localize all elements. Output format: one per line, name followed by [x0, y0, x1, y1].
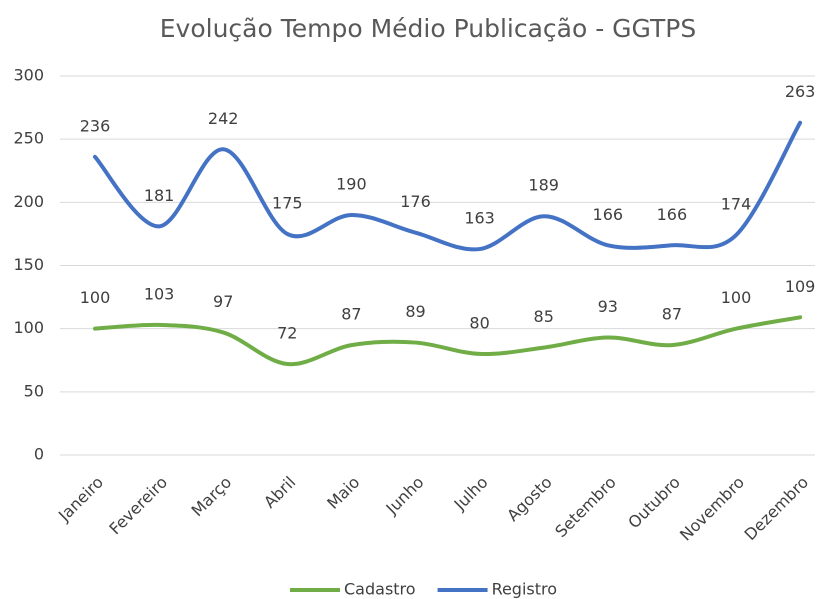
- x-tick-label: Novembro: [676, 473, 748, 545]
- x-tick-label: Junho: [382, 473, 428, 519]
- data-label: 100: [80, 288, 111, 307]
- y-tick-label: 200: [13, 192, 44, 211]
- line: [93, 315, 803, 367]
- data-label: 93: [598, 297, 618, 316]
- line: [93, 120, 803, 252]
- x-tick-label: Fevereiro: [105, 473, 171, 539]
- y-tick-label: 0: [34, 445, 44, 464]
- data-label: 176: [400, 192, 431, 211]
- data-label: 109: [785, 277, 816, 296]
- data-label: 242: [208, 109, 239, 128]
- data-label: 166: [593, 205, 624, 224]
- data-label: 103: [144, 284, 175, 303]
- data-label: 174: [721, 195, 752, 214]
- y-tick-label: 50: [24, 381, 44, 400]
- x-tick-label: Julho: [450, 473, 492, 515]
- legend-label: Registro: [492, 580, 557, 599]
- x-tick-label: Outubro: [624, 473, 684, 533]
- data-label: 85: [534, 307, 554, 326]
- y-tick-label: 100: [13, 318, 44, 337]
- data-label: 87: [341, 305, 361, 324]
- y-tick-label: 300: [13, 66, 44, 85]
- x-tick-label: Janeiro: [54, 473, 107, 526]
- data-label: 236: [80, 116, 111, 135]
- chart-title: Evolução Tempo Médio Publicação - GGTPS: [160, 14, 697, 43]
- y-tick-label: 150: [13, 255, 44, 274]
- data-label: 190: [336, 174, 367, 193]
- y-tick-label: 250: [13, 129, 44, 148]
- x-tick-label: Março: [188, 473, 236, 521]
- data-label: 87: [662, 305, 682, 324]
- data-label: 166: [657, 205, 688, 224]
- data-label: 181: [144, 186, 175, 205]
- data-label: 163: [464, 209, 495, 228]
- x-tick-label: Setembro: [551, 473, 620, 542]
- data-label: 263: [785, 82, 816, 101]
- data-label: 89: [405, 302, 425, 321]
- data-label: 100: [721, 288, 752, 307]
- data-label: 80: [469, 313, 489, 332]
- data-label: 189: [528, 176, 559, 195]
- data-label: 97: [213, 292, 233, 311]
- data-label: 175: [272, 193, 303, 212]
- x-tick-label: Maio: [323, 473, 363, 513]
- x-tick-label: Dezembro: [741, 473, 813, 545]
- data-label: 72: [277, 324, 297, 343]
- x-tick-label: Abril: [260, 473, 299, 512]
- x-tick-label: Agosto: [503, 473, 556, 526]
- legend-label: Cadastro: [344, 580, 416, 599]
